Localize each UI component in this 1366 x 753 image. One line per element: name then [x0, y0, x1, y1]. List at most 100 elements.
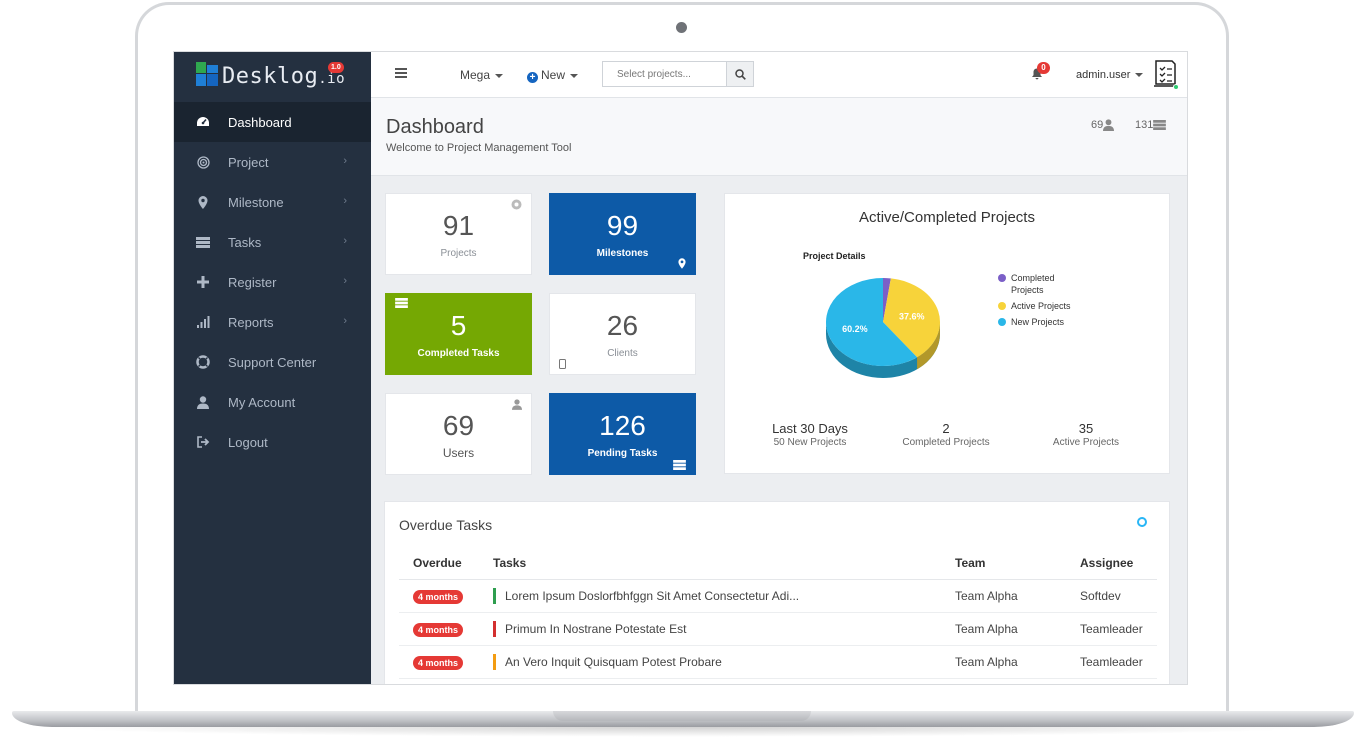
clients-label: Clients — [607, 348, 638, 359]
page-header: Dashboard Welcome to Project Management … — [371, 98, 1187, 176]
sidebar-item-label: Dashboard — [228, 114, 292, 130]
users-card-label: Users — [442, 446, 475, 460]
pending-tasks-card[interactable]: 126 Pending Tasks — [549, 393, 696, 475]
task-cell[interactable]: Primum In Nostrane Potestate Est — [493, 621, 955, 637]
table-row[interactable]: 4 months An Vero Inquit Quisquam Potest P… — [399, 646, 1157, 679]
task-name[interactable]: Primum In Nostrane Potestate Est — [505, 622, 687, 636]
sidebar-item-reports[interactable]: Reports › — [174, 302, 371, 342]
brand-name: Desklog.io — [222, 64, 346, 89]
sidebar-item-support-center[interactable]: Support Center — [174, 342, 371, 382]
column-header-overdue[interactable]: Overdue — [413, 555, 462, 570]
task-name[interactable]: Lorem Ipsum Doslorfbhfggn Sit Amet Conse… — [505, 589, 800, 603]
completed-tasks-card[interactable]: 5 Completed Tasks — [385, 293, 532, 375]
tasks-count: 131 — [1135, 119, 1154, 131]
projects-card[interactable]: 91 Projects — [385, 193, 532, 275]
pie-chart[interactable]: 37.6% 60.2% — [825, 270, 965, 390]
chevron-right-icon: › — [343, 315, 347, 327]
target-icon — [196, 155, 210, 169]
column-header-team[interactable]: Team — [955, 555, 986, 570]
notification-count-badge: 0 — [1037, 62, 1050, 74]
task-cell[interactable]: Lorem Ipsum Doslorfbhfggn Sit Amet Conse… — [493, 588, 955, 604]
priority-indicator — [493, 588, 496, 604]
sign-out-icon — [196, 435, 210, 449]
brand[interactable]: Desklog.io 1.0 — [174, 52, 371, 102]
page-subtitle: Welcome to Project Management Tool — [386, 142, 572, 154]
chevron-right-icon: › — [343, 155, 347, 167]
sidebar-item-label: Tasks — [228, 234, 262, 250]
tasks-icon — [673, 460, 686, 470]
legend-label: New Projects — [1011, 317, 1065, 327]
table-row[interactable]: 4 months Primum In Nostrane Potestate Est… — [399, 613, 1157, 646]
sidebar-item-logout[interactable]: Logout — [174, 422, 371, 462]
users-card[interactable]: 69 Users — [385, 393, 532, 475]
overdue-cell: 4 months — [399, 589, 493, 604]
table-body: 4 months Lorem Ipsum Doslorfbhfggn Sit Am… — [399, 580, 1157, 679]
mega-menu-dropdown[interactable]: Mega — [460, 68, 504, 82]
pie-side — [826, 322, 940, 378]
team-cell: Team Alpha — [955, 589, 1018, 603]
users-card-count: 69 — [442, 410, 475, 441]
refresh-icon[interactable] — [1137, 517, 1147, 527]
pie-data-label: 37.6% — [899, 311, 925, 321]
pie-slice-new-projects[interactable] — [826, 278, 918, 366]
assignee-cell: Teamleader — [1080, 655, 1143, 669]
sidebar-item-label: Support Center — [228, 354, 317, 370]
overdue-cell: 4 months — [399, 622, 493, 637]
legend-item[interactable]: New Projects — [998, 316, 1078, 328]
sidebar-item-project[interactable]: Project › — [174, 142, 371, 182]
milestones-label: Milestones — [596, 248, 649, 259]
plus-icon — [196, 275, 210, 289]
sidebar-item-label: Reports — [228, 314, 274, 330]
column-header-assignee[interactable]: Assignee — [1080, 555, 1134, 570]
projects-count: 91 — [442, 210, 475, 241]
projects-pie-panel: Active/Completed Projects Project Detail… — [724, 193, 1170, 474]
milestones-count: 99 — [606, 210, 639, 241]
search-button[interactable] — [726, 62, 753, 86]
legend-item[interactable]: Completed Projects — [998, 272, 1078, 296]
column-header-tasks[interactable]: Tasks — [493, 555, 527, 570]
sidebar-item-tasks[interactable]: Tasks › — [174, 222, 371, 262]
new-menu-dropdown[interactable]: + New — [527, 68, 579, 83]
tasks-icon — [395, 298, 408, 308]
legend-dot — [998, 302, 1006, 310]
clients-count: 26 — [606, 310, 639, 341]
task-cell[interactable]: An Vero Inquit Quisquam Potest Probare — [493, 654, 955, 670]
caret-down-icon — [1135, 73, 1144, 78]
search-input[interactable] — [603, 62, 727, 86]
table-row[interactable]: 4 months Lorem Ipsum Doslorfbhfggn Sit Am… — [399, 580, 1157, 613]
caret-down-icon — [495, 73, 504, 78]
priority-indicator — [493, 654, 496, 670]
sidebar-item-label: My Account — [228, 394, 296, 410]
stat-label: Active Projects — [1052, 437, 1120, 448]
milestones-card[interactable]: 99 Milestones — [549, 193, 696, 275]
pie-slice-active-projects[interactable] — [883, 278, 940, 358]
legend-dot — [998, 274, 1006, 282]
projects-label: Projects — [440, 248, 477, 259]
legend-item[interactable]: Active Projects — [998, 300, 1078, 312]
header-tasks-stat[interactable]: 131 — [1135, 119, 1167, 131]
user-menu-dropdown[interactable]: admin.user — [1076, 69, 1144, 81]
priority-indicator — [493, 621, 496, 637]
pie-panel-title: Active/Completed Projects — [859, 209, 1035, 226]
app-screen: Desklog.io 1.0 Dashboard Project › Miles… — [173, 51, 1188, 685]
header-users-stat[interactable]: 69 — [1091, 119, 1115, 131]
stat-value: 2 — [942, 421, 950, 436]
sidebar-item-dashboard[interactable]: Dashboard — [174, 102, 371, 142]
sidebar-item-label: Register — [228, 274, 277, 290]
caret-down-icon — [570, 73, 579, 78]
overdue-tasks-panel: Overdue Tasks Overdue Tasks Team Assigne… — [384, 501, 1170, 684]
task-name[interactable]: An Vero Inquit Quisquam Potest Probare — [505, 655, 722, 669]
sidebar-item-register[interactable]: Register › — [174, 262, 371, 302]
sidebar: Desklog.io 1.0 Dashboard Project › Miles… — [174, 52, 371, 684]
menu-toggle-icon[interactable] — [395, 68, 407, 78]
sidebar-item-my-account[interactable]: My Account — [174, 382, 371, 422]
user-icon — [196, 395, 210, 409]
clients-card[interactable]: 26 Clients — [549, 293, 696, 375]
chevron-right-icon: › — [343, 235, 347, 247]
life-ring-icon — [196, 355, 210, 369]
sidebar-item-milestone[interactable]: Milestone › — [174, 182, 371, 222]
pie-slice-completed-projects[interactable] — [883, 278, 891, 322]
chevron-right-icon: › — [343, 275, 347, 287]
avatar[interactable] — [1151, 59, 1179, 91]
pie-stat-last-30-days: Last 30 Days 50 New Projects — [755, 421, 865, 448]
